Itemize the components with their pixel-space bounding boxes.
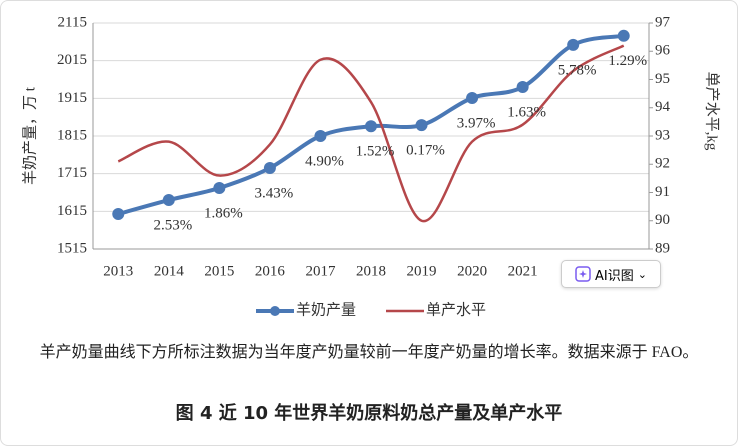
growth-label: 3.43%: [255, 185, 294, 201]
caption-note: 羊产奶量曲线下方所标注数据为当年度产奶量较前一年度产奶量的增长率。数据来源于 F…: [39, 344, 699, 361]
point: [112, 207, 125, 220]
x-tick-label: 2019: [407, 263, 437, 279]
point: [567, 38, 580, 51]
y-axis-label: 羊奶产量，万 t: [21, 86, 38, 185]
growth-label: 1.29%: [608, 53, 647, 69]
point: [314, 130, 327, 142]
y2-tick-label: 95: [655, 71, 670, 87]
growth-label: 1.52%: [356, 144, 395, 160]
y-tick-label: 1715: [57, 165, 87, 181]
x-tick-label: 2016: [255, 263, 286, 279]
y2-tick-label: 97: [655, 14, 671, 30]
y2-tick-label: 92: [655, 156, 670, 172]
y2-tick-label: 96: [655, 43, 671, 59]
chart: 1515 1615 1715 1815 1915 2015 2115 89 90 91 92 93 94…: [21, 14, 721, 318]
growth-label: 1.63%: [507, 104, 546, 120]
x-tick-label: 2021: [508, 263, 538, 279]
point: [617, 29, 630, 42]
legend-label: 单产水平: [426, 301, 486, 318]
legend-marker: [270, 306, 280, 316]
growth-label: 1.86%: [204, 205, 243, 221]
growth-label: 0.17%: [406, 143, 445, 159]
x-tick-label: 2014: [154, 263, 185, 279]
growth-label: 3.97%: [457, 115, 496, 131]
growth-label: 4.90%: [305, 153, 344, 169]
chevron: ⌄: [637, 267, 647, 281]
point: [516, 81, 529, 94]
point: [415, 119, 428, 132]
y2-tick-label: 91: [655, 184, 670, 200]
y2-tick-label: 90: [655, 212, 670, 228]
x-tick-label: 2018: [356, 263, 386, 279]
y-tick-label: 2015: [57, 52, 87, 68]
ai-button[interactable]: AI识图 ⌄: [561, 260, 661, 288]
x-tick-label: 2015: [204, 263, 234, 279]
point: [466, 91, 479, 104]
x-tick-label: 2017: [305, 263, 336, 279]
growth-label: 5.78%: [558, 62, 597, 78]
y-tick-label: 1915: [57, 90, 87, 106]
y-tick-label: 1815: [57, 127, 87, 143]
x-tick-label: 2013: [103, 263, 133, 279]
legend-label: 羊奶产量: [296, 301, 356, 318]
y2-tick-label: 89: [655, 240, 670, 256]
caption-title: 图 4 近 10 年世界羊奶原料奶总产量及单产水平: [175, 403, 563, 424]
y-tick-label: 1615: [57, 203, 87, 219]
ai-button-label: AI识图: [595, 268, 634, 284]
growth-label: 2.53%: [153, 217, 192, 233]
point: [263, 162, 276, 175]
point: [213, 181, 226, 194]
x-tick-label: 2020: [457, 263, 487, 279]
y-tick-label: 1515: [57, 240, 87, 256]
y2-axis-label: 单产水平,kg: [704, 72, 721, 151]
point: [162, 194, 175, 207]
ai-icon: [575, 266, 591, 282]
y2-tick-label: 94: [655, 99, 671, 115]
y2-tick-label: 93: [655, 127, 670, 143]
y-tick-label: 2115: [58, 14, 87, 30]
point: [365, 120, 377, 133]
series-line: [117, 44, 625, 223]
